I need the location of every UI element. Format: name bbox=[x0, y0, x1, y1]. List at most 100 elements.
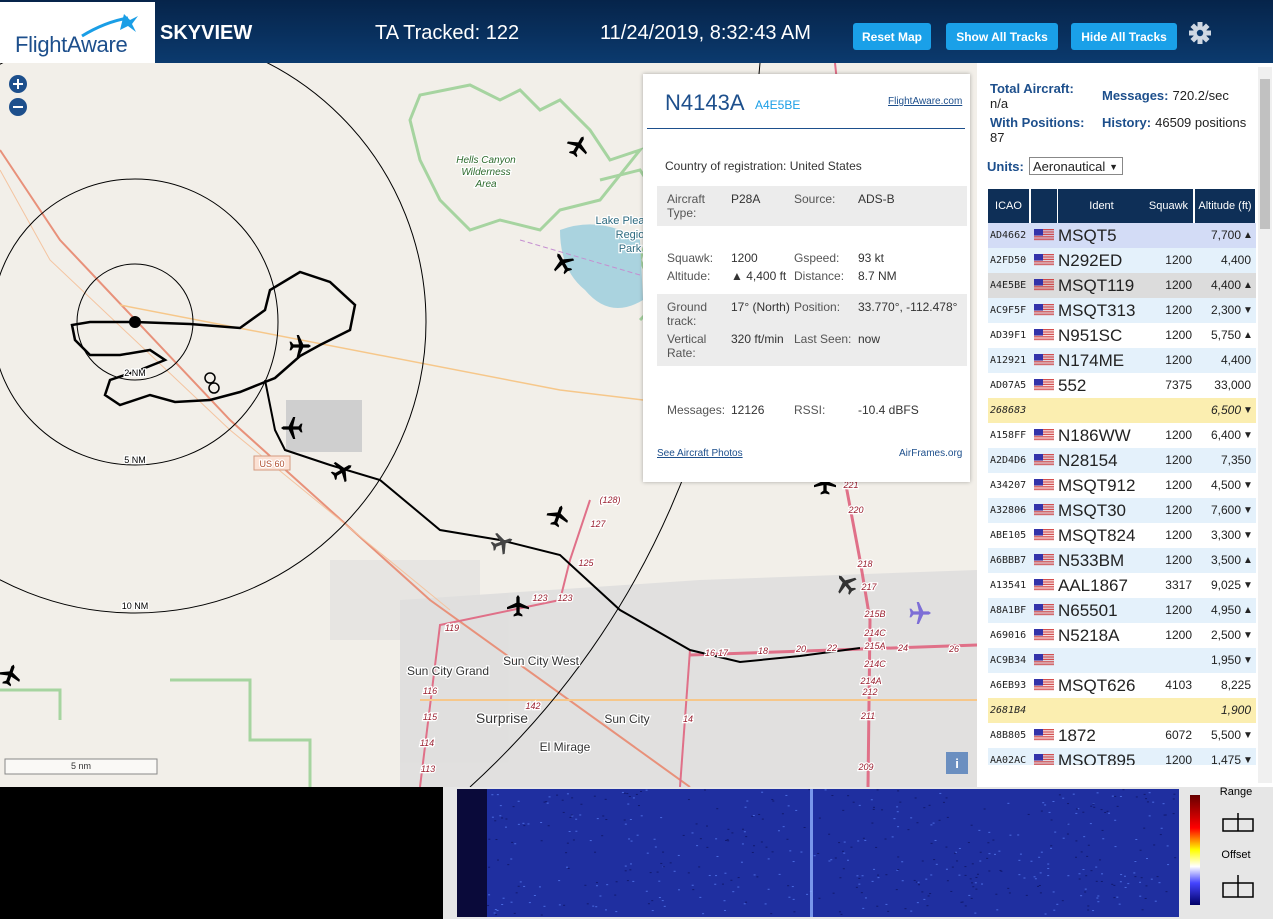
aircraft-icon[interactable] bbox=[909, 601, 932, 625]
map-label: 217 bbox=[860, 582, 877, 592]
aircraft-row[interactable]: AD4662 MSQT5 7,700 ▲ bbox=[988, 223, 1256, 249]
map-label: 2 NM bbox=[124, 368, 146, 378]
icao: A69016 bbox=[990, 630, 1027, 641]
aircraft-icon[interactable] bbox=[831, 569, 862, 600]
squawk: 1200 bbox=[1165, 603, 1192, 617]
flag-stripe bbox=[1034, 310, 1054, 312]
units-select[interactable]: Aeronautical ▼ bbox=[1029, 157, 1123, 175]
noise bbox=[864, 839, 867, 841]
noise bbox=[1083, 836, 1086, 838]
info-button[interactable] bbox=[946, 752, 968, 774]
noise bbox=[662, 851, 665, 853]
aircraft-row[interactable]: A8B805 1872 6072 5,500 ▼ bbox=[988, 723, 1256, 749]
noise bbox=[1075, 812, 1078, 814]
aircraft-row[interactable]: AD39F1 N951SC 1200 5,750 ▲ bbox=[988, 323, 1256, 349]
aircraft-row[interactable]: A8A1BF N65501 1200 4,950 ▲ bbox=[988, 598, 1256, 624]
noise bbox=[1044, 804, 1047, 806]
noise bbox=[632, 797, 635, 799]
aircraft-row[interactable]: 268683 6,500 ▼ bbox=[988, 398, 1256, 424]
reset-map-button[interactable]: Reset Map bbox=[853, 23, 931, 50]
aircraft-icon[interactable] bbox=[544, 502, 572, 530]
flag-canton bbox=[1034, 529, 1043, 536]
settings-icon[interactable] bbox=[1188, 21, 1212, 45]
aircraft-icon[interactable] bbox=[289, 334, 312, 358]
noise bbox=[565, 852, 568, 854]
aircraft-icon[interactable] bbox=[563, 131, 593, 161]
aircraft-row[interactable]: AA02AC MSQT895 1200 1,475 ▼ bbox=[988, 748, 1256, 765]
noise bbox=[916, 902, 919, 904]
aircraft-icon[interactable] bbox=[327, 456, 357, 486]
aircraft-icon[interactable] bbox=[548, 248, 578, 278]
aircraft-row[interactable]: A12921 N174ME 1200 4,400 bbox=[988, 348, 1256, 374]
hide-tracks-button[interactable]: Hide All Tracks bbox=[1071, 23, 1177, 50]
noise bbox=[792, 898, 795, 900]
aircraft-row[interactable]: A4E5BE MSQT119 1200 4,400 ▲ bbox=[988, 273, 1256, 299]
aircraft-row[interactable]: AC9F5F MSQT313 1200 2,300 ▼ bbox=[988, 298, 1256, 324]
noise bbox=[562, 811, 565, 813]
column-header[interactable]: ICAO bbox=[988, 189, 1029, 223]
icao: 2681B4 bbox=[990, 705, 1027, 716]
noise bbox=[1166, 845, 1169, 847]
shield bbox=[253, 455, 291, 471]
aircraft-row[interactable]: A6EB93 MSQT626 4103 8,225 bbox=[988, 673, 1256, 699]
aircraft-row[interactable]: A69016 N5218A 1200 2,500 ▼ bbox=[988, 623, 1256, 649]
column-header[interactable]: Ident bbox=[1058, 189, 1145, 223]
column-header[interactable]: Altitude (ft) bbox=[1195, 189, 1255, 223]
noise bbox=[921, 860, 924, 862]
noise bbox=[1101, 873, 1104, 875]
flag-canton bbox=[1034, 729, 1043, 736]
photos-link[interactable]: See Aircraft Photos bbox=[657, 448, 743, 459]
squawk: 1200 bbox=[1165, 453, 1192, 467]
aircraft-row[interactable]: AC9B34 1,950 ▼ bbox=[988, 648, 1256, 674]
flag-canton bbox=[1034, 754, 1043, 761]
noise bbox=[840, 913, 843, 915]
aircraft-popup: N4143A A4E5BE FlightAware.com Country of… bbox=[643, 74, 970, 482]
aircraft-row[interactable]: A2D4D6 N28154 1200 7,350 bbox=[988, 448, 1256, 474]
airframes-link[interactable]: AirFrames.org bbox=[899, 448, 963, 459]
noise bbox=[698, 866, 701, 868]
trend: ▼ bbox=[1243, 655, 1253, 666]
noise bbox=[507, 864, 510, 866]
aircraft-row[interactable]: AD07A5 552 7375 33,000 bbox=[988, 373, 1256, 399]
aircraft-row[interactable]: 2681B4 1,900 bbox=[988, 698, 1256, 724]
noise bbox=[1082, 811, 1085, 813]
aircraft-icon[interactable] bbox=[0, 661, 24, 689]
zoom-out-button[interactable] bbox=[9, 98, 27, 116]
aircraft-row[interactable]: A2FD50 N292ED 1200 4,400 bbox=[988, 248, 1256, 274]
aircraft-icon[interactable] bbox=[507, 595, 529, 617]
noise bbox=[1100, 880, 1103, 882]
noise bbox=[1050, 819, 1053, 821]
aircraft-icon[interactable] bbox=[814, 473, 836, 495]
aircraft-row[interactable]: A6BBB7 N533BM 1200 3,500 ▲ bbox=[988, 548, 1256, 574]
noise bbox=[1052, 800, 1055, 802]
show-tracks-button[interactable]: Show All Tracks bbox=[946, 23, 1058, 50]
column-header[interactable]: Squawk bbox=[1144, 189, 1193, 223]
noise bbox=[1048, 811, 1051, 813]
aircraft-icon[interactable] bbox=[280, 416, 303, 440]
info-label[interactable]: i bbox=[955, 756, 959, 771]
noise bbox=[764, 903, 767, 905]
scrollbar[interactable] bbox=[1258, 67, 1272, 783]
aircraft-icon[interactable] bbox=[488, 529, 516, 557]
logo[interactable]: FlightAware bbox=[0, 2, 155, 63]
flightaware-link[interactable]: FlightAware.com bbox=[888, 96, 963, 107]
aircraft-row[interactable]: ABE105 MSQT824 1200 3,300 ▼ bbox=[988, 523, 1256, 549]
aircraft-row[interactable]: A158FF N186WW 1200 6,400 ▼ bbox=[988, 423, 1256, 449]
noise bbox=[1101, 829, 1104, 831]
detail-section: Ground track: 17° (North) Position: 33.770°… bbox=[657, 294, 967, 366]
noise bbox=[1039, 872, 1042, 874]
aircraft-row[interactable]: A13541 AAL1867 3317 9,025 ▼ bbox=[988, 573, 1256, 599]
noise bbox=[970, 897, 973, 899]
aircraft-row[interactable]: A32806 MSQT30 1200 7,600 ▼ bbox=[988, 498, 1256, 524]
noise bbox=[745, 836, 748, 838]
ident: MSQT626 bbox=[1058, 676, 1136, 695]
flag bbox=[1034, 429, 1054, 441]
squawk: 1200 bbox=[1165, 253, 1192, 267]
zoom-in-button[interactable] bbox=[9, 75, 27, 93]
aircraft-row[interactable]: A34207 MSQT912 1200 4,500 ▼ bbox=[988, 473, 1256, 499]
trend: ▼ bbox=[1243, 755, 1253, 765]
squawk: 1200 bbox=[1165, 503, 1192, 517]
noise bbox=[998, 850, 1001, 852]
noise bbox=[896, 811, 899, 813]
